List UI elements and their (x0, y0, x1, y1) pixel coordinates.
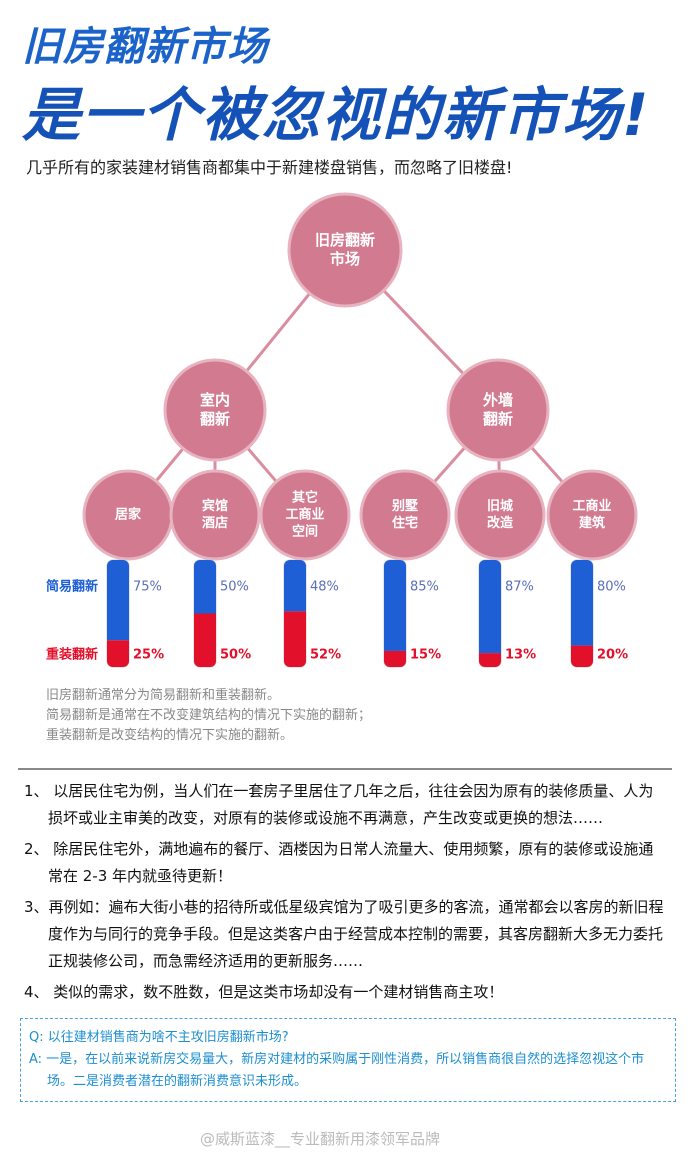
gauge-segment (194, 613, 216, 667)
divider (18, 768, 672, 770)
node-label: 其它 (292, 490, 318, 506)
node (287, 192, 403, 308)
answer: A: 一是，在以前来说新房交易量大，新房对建材的采购属于刚性消费，所以销售商很自… (29, 1052, 645, 1089)
paragraph: 1、 以居民住宅为例，当人们在一套房子里居住了几年之后，往往会因为原有的装修质量… (24, 782, 654, 827)
value-label: 50% (220, 648, 251, 663)
gauge-segment (194, 560, 216, 614)
value-label: 80% (597, 580, 626, 595)
gauge-segment (384, 560, 406, 651)
qa-box: Q: 以往建材销售商为啥不主攻旧房翻新市场? A: 一是，在以前来说新房交易量大… (20, 1018, 676, 1102)
gauge-segment (107, 640, 129, 667)
gauge-segment (571, 645, 593, 667)
node-label: 改造 (487, 515, 514, 531)
value-label: 20% (597, 648, 628, 663)
gauge-segment (284, 560, 306, 612)
node-label: 别墅 (391, 499, 418, 514)
node-label: 空间 (292, 524, 318, 540)
node (169, 469, 261, 561)
title: 是一个被忽视的新市场! (22, 81, 651, 149)
note-line: 简易翻新是通常在不改变建筑结构的情况下实施的翻新； (46, 708, 372, 723)
node (446, 358, 550, 462)
paragraph: 3、再例如：遍布大街小巷的招待所或低星级宾馆为了吸引更多的客流，通常都会以客房的… (24, 898, 664, 970)
gauge-segment (571, 560, 593, 646)
node (163, 358, 267, 462)
value-label: 48% (310, 580, 339, 595)
question: Q: 以往建材销售商为啥不主攻旧房翻新市场? (29, 1030, 289, 1045)
legend-label: 简易翻新 (46, 579, 98, 595)
value-label: 25% (133, 648, 164, 663)
paragraphs: 1、 以居民住宅为例，当人们在一套房子里居住了几年之后，往往会因为原有的装修质量… (24, 778, 664, 1010)
value-label: 75% (133, 580, 162, 595)
subtitle: 几乎所有的家装建材销售商都集中于新建楼盘销售，而忽略了旧楼盘! (26, 158, 513, 177)
node-label: 宾馆 (202, 498, 228, 514)
node-label: 工商业 (285, 507, 324, 523)
diagram: 旧房翻新市场室内翻新居家宾馆酒店其它工商业空间外墙翻新别墅住宅旧城改造工商业建筑… (46, 192, 638, 668)
title: 旧房翻新市场 (22, 24, 268, 70)
note-line: 旧房翻新通常分为简易翻新和重装翻新。 (46, 688, 281, 703)
node-label: 市场 (330, 250, 360, 268)
watermark: @威斯蓝漆__专业翻新用漆领军品牌 (200, 1130, 441, 1148)
paragraph: 4、 类似的需求，数不胜数，但是这类市场却没有一个建材销售商主攻！ (24, 983, 504, 1001)
paragraph: 2、 除居民住宅外，满地遍布的餐厅、酒楼因为日常人流量大、使用频繁，原有的装修或… (24, 840, 654, 885)
node-label: 建筑 (579, 515, 605, 531)
gauge-segment (107, 560, 129, 641)
value-label: 13% (505, 648, 536, 663)
legend-label: 重装翻新 (46, 647, 98, 663)
node-label: 翻新 (200, 410, 230, 428)
value-label: 87% (505, 580, 534, 595)
node-label: 工商业 (572, 498, 611, 514)
node-label: 居家 (115, 507, 142, 523)
node (546, 469, 638, 561)
gauge-segment (284, 611, 306, 667)
node-label: 室内 (200, 391, 230, 409)
node-label: 旧城 (487, 498, 513, 514)
node-label: 住宅 (392, 515, 418, 531)
node-label: 酒店 (202, 515, 228, 531)
gauge-segment (384, 650, 406, 667)
notes: 旧房翻新通常分为简易翻新和重装翻新。简易翻新是通常在不改变建筑结构的情况下实施的… (46, 686, 371, 746)
node (359, 469, 451, 561)
gauge-segment (479, 560, 501, 654)
node (454, 469, 546, 561)
node-label: 翻新 (483, 410, 513, 428)
node (259, 469, 351, 561)
value-label: 52% (310, 648, 341, 663)
value-label: 15% (410, 648, 441, 663)
gauge-segment (479, 653, 501, 667)
note-line: 重装翻新是改变结构的情况下实施的翻新。 (46, 728, 294, 743)
node-label: 旧房翻新 (315, 231, 375, 249)
node-label: 外墙 (482, 391, 513, 409)
value-label: 85% (410, 580, 439, 595)
value-label: 50% (220, 580, 249, 595)
